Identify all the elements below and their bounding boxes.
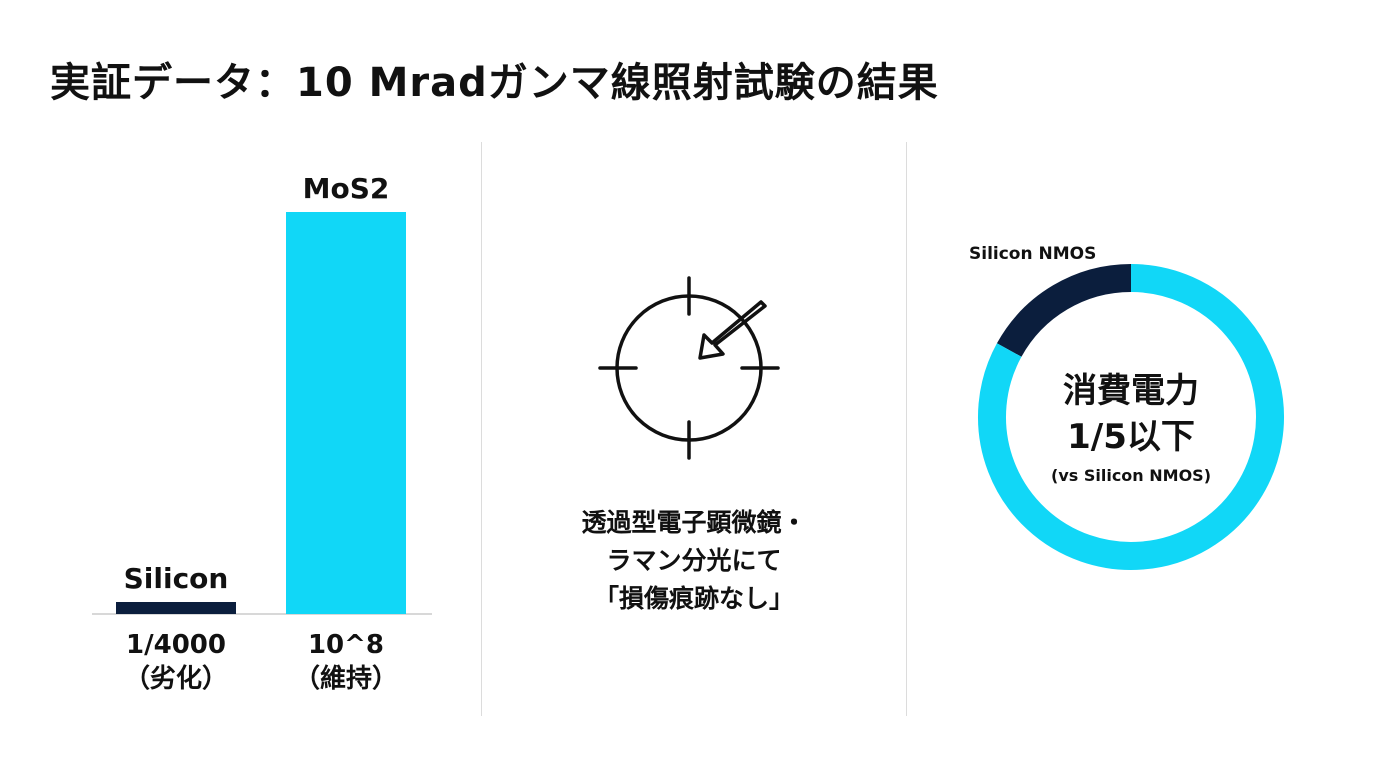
slice-label-silicon-nmos: Silicon NMOS	[969, 244, 1097, 264]
bar-chart: Silicon MoS2	[92, 172, 432, 615]
tick-label-mos2-note: （維持）	[293, 664, 398, 694]
caption-line-3: 「損傷痕跡なし」	[593, 584, 794, 613]
bar-label-silicon: Silicon	[124, 562, 229, 595]
donut-chart-panel: Silicon NMOS 消費電力 1/5以下 (vs Silicon NMOS…	[907, 142, 1355, 716]
donut-slice-silicon-nmos	[996, 264, 1132, 358]
tick-label-silicon: 1/4000 （劣化）	[96, 628, 256, 696]
caption-line-1: 透過型電子顕微鏡・	[581, 508, 807, 537]
caption-line-2: ラマン分光にて	[606, 546, 782, 575]
tick-label-mos2: 10^8 （維持）	[266, 628, 426, 696]
donut-slice-mos2	[978, 264, 1284, 570]
page-title: 実証データ：10 Mradガンマ線照射試験の結果	[50, 60, 939, 106]
bar-chart-panel: Silicon MoS2 1/4000 （劣化） 10^8 （維持）	[0, 142, 481, 716]
donut-center-line-3: (vs Silicon NMOS)	[1051, 466, 1211, 485]
donut-center-line-2: 1/5以下	[1067, 417, 1195, 457]
bar-mos2	[286, 212, 406, 614]
inspection-caption: 透過型電子顕微鏡・ ラマン分光にて 「損傷痕跡なし」	[482, 504, 906, 618]
inspection-panel: 透過型電子顕微鏡・ ラマン分光にて 「損傷痕跡なし」	[482, 142, 906, 716]
bar-silicon	[116, 602, 236, 614]
crosshair-arrow-icon	[598, 276, 780, 460]
tick-label-silicon-note: （劣化）	[123, 664, 228, 694]
bar-label-mos2: MoS2	[303, 172, 390, 205]
divider-left	[481, 142, 482, 716]
divider-right	[906, 142, 907, 716]
donut-chart	[978, 264, 1284, 570]
tick-label-silicon-value: 1/4000	[126, 630, 226, 660]
tick-label-mos2-value: 10^8	[307, 630, 385, 660]
donut-center-text: 消費電力 1/5以下 (vs Silicon NMOS)	[907, 368, 1355, 490]
donut-center-line-1: 消費電力	[1063, 371, 1199, 411]
